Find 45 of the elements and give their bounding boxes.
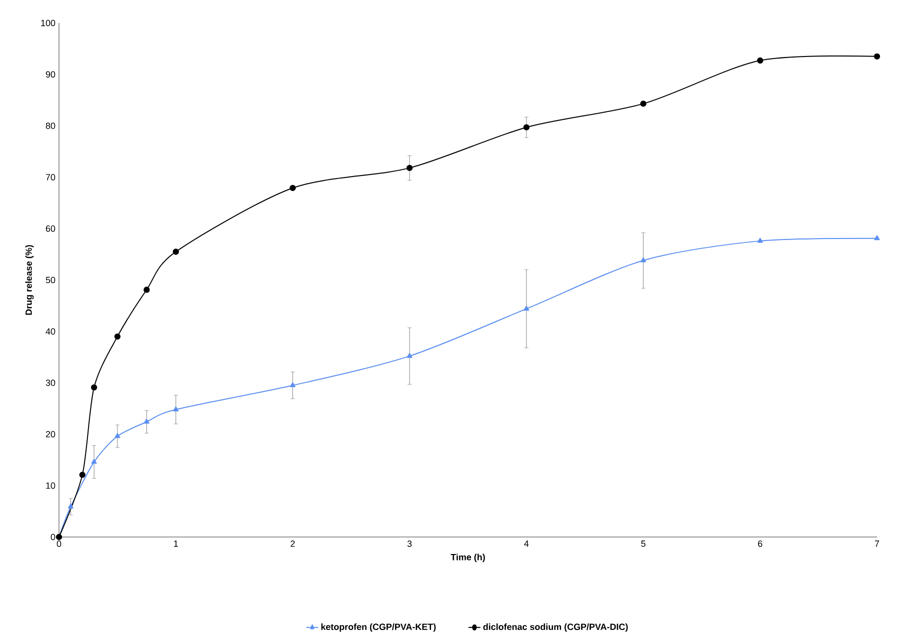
point bbox=[91, 458, 97, 464]
point bbox=[114, 433, 120, 438]
x-axis-title: Time (h) bbox=[450, 554, 485, 562]
point bbox=[79, 472, 86, 478]
y-tick-label: 60 bbox=[46, 225, 56, 232]
y-tick-label: 90 bbox=[46, 71, 56, 78]
y-tick-label: 40 bbox=[46, 328, 56, 335]
point bbox=[640, 100, 646, 107]
point bbox=[757, 238, 763, 243]
x-tick-label: 4 bbox=[524, 540, 529, 547]
point bbox=[144, 286, 150, 293]
point bbox=[757, 57, 764, 64]
x-tick-label: 1 bbox=[174, 540, 178, 547]
point bbox=[114, 333, 121, 340]
point bbox=[144, 418, 150, 424]
point bbox=[524, 306, 530, 311]
point bbox=[290, 184, 296, 192]
point bbox=[406, 352, 412, 358]
y-tick-label: 100 bbox=[41, 20, 56, 26]
y-tick-label: 20 bbox=[46, 431, 56, 438]
x-tick-label: 0 bbox=[56, 540, 62, 547]
point bbox=[173, 406, 179, 412]
point bbox=[874, 53, 880, 60]
point bbox=[68, 504, 74, 508]
y-tick-label: 80 bbox=[46, 122, 56, 129]
y-tick-label: 10 bbox=[46, 482, 56, 489]
y-tick-label: 0 bbox=[50, 534, 56, 540]
legend-label: diclofenac sodium (CGP/PVA-DIC) bbox=[483, 623, 628, 632]
y-tick-label: 70 bbox=[46, 174, 56, 180]
y-axis-title: Drug release (%) bbox=[25, 245, 34, 315]
legend-label: ketoprofen (CGP/PVA-KET) bbox=[321, 623, 436, 632]
x-tick-label: 5 bbox=[641, 540, 646, 547]
point bbox=[640, 257, 646, 262]
x-tick-label: 2 bbox=[290, 540, 295, 547]
y-tick-label: 50 bbox=[46, 276, 56, 284]
x-tick-label: 7 bbox=[874, 540, 880, 547]
x-tick-label: 6 bbox=[758, 540, 762, 547]
point bbox=[523, 124, 530, 130]
point bbox=[874, 235, 880, 240]
point bbox=[406, 164, 413, 172]
y-tick-label: 30 bbox=[46, 380, 56, 386]
point bbox=[172, 248, 179, 255]
point bbox=[90, 384, 98, 391]
point bbox=[290, 382, 296, 388]
x-tick-label: 3 bbox=[407, 540, 412, 547]
